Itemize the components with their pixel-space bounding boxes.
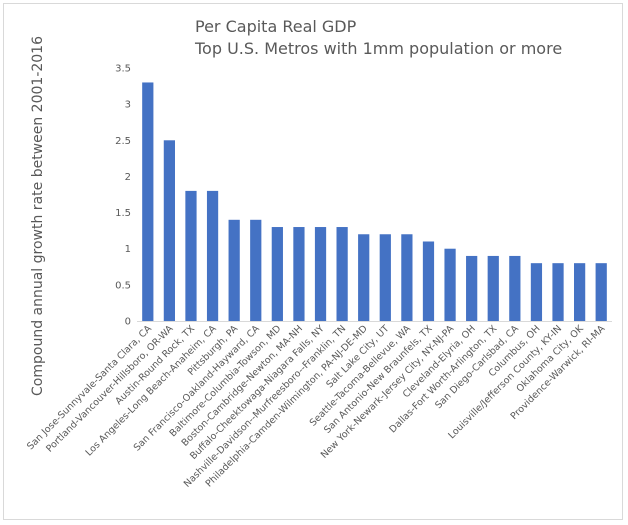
bar (487, 255, 499, 321)
bar (552, 263, 564, 321)
chart-subtitle: Top U.S. Metros with 1mm population or m… (194, 39, 562, 58)
bar (466, 255, 478, 321)
x-axis-tick-labels: San Jose-Sunnyvale-Santa Clara, CAPortla… (25, 323, 608, 490)
bar (358, 234, 370, 321)
bar (509, 255, 521, 321)
bar (336, 227, 348, 321)
bar (574, 263, 586, 321)
bar (530, 263, 543, 321)
bar (444, 248, 456, 321)
y-axis-ticks: 0 0.5 1 1.5 2 2.5 3 3.5 (115, 64, 131, 328)
bar (185, 190, 197, 321)
y-axis-label: Compound annual growth rate between 2001… (30, 36, 46, 396)
y-tick-label: 1 (125, 244, 131, 255)
bar (250, 219, 262, 321)
bar (293, 227, 305, 321)
y-tick-label: 2 (125, 172, 131, 183)
bar (142, 82, 154, 322)
bar (401, 234, 413, 321)
y-tick-label: 0.5 (115, 280, 131, 291)
bar (163, 140, 175, 321)
bar (379, 234, 391, 321)
y-tick-label: 2.5 (115, 136, 131, 147)
bar (422, 241, 435, 321)
bar (228, 219, 240, 321)
y-tick-label: 1.5 (115, 208, 131, 219)
bar (314, 227, 327, 321)
bars-group (142, 82, 607, 322)
bar (206, 190, 219, 321)
y-tick-label: 0 (125, 317, 131, 328)
bar (595, 263, 607, 321)
chart-frame (3, 3, 623, 520)
chart-title: Per Capita Real GDP (195, 17, 357, 36)
y-tick-label: 3 (125, 100, 131, 111)
bar (271, 227, 283, 321)
y-tick-label: 3.5 (115, 64, 131, 75)
